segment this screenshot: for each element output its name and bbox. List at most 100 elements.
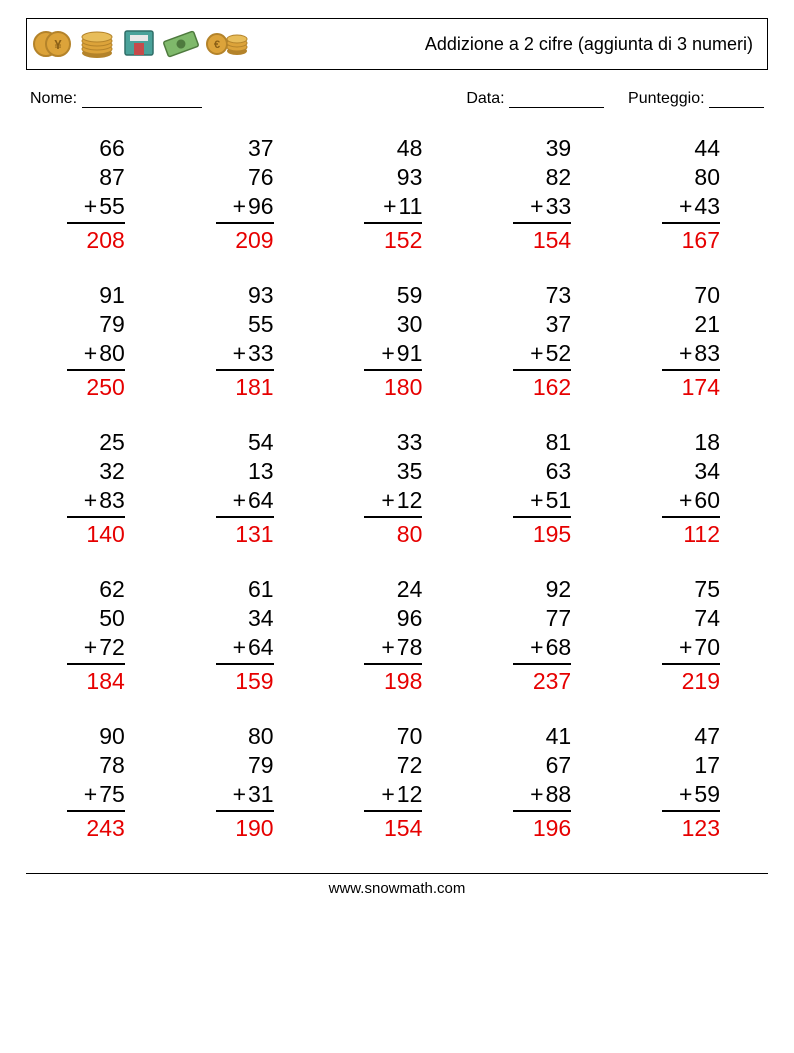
problem: 3982+33154 <box>476 134 615 255</box>
addend-1: 59 <box>397 281 423 310</box>
problem: 5930+91180 <box>328 281 467 402</box>
addend-1: 48 <box>397 134 423 163</box>
answer: 131 <box>235 520 273 549</box>
operator-line: +88 <box>530 780 571 809</box>
addend-2: 76 <box>248 163 274 192</box>
addend-3: 31 <box>248 780 274 809</box>
addend-1: 62 <box>99 575 125 604</box>
addend-3: 80 <box>99 339 125 368</box>
operator: + <box>530 486 543 515</box>
addend-3: 60 <box>694 486 720 515</box>
addend-3: 83 <box>694 339 720 368</box>
problem: 7574+70219 <box>625 575 764 696</box>
addend-1: 54 <box>248 428 274 457</box>
addend-2: 34 <box>694 457 720 486</box>
answer: 190 <box>235 814 273 843</box>
operator: + <box>530 780 543 809</box>
operator: + <box>381 633 394 662</box>
answer: 243 <box>86 814 124 843</box>
addend-2: 32 <box>99 457 125 486</box>
addend-1: 61 <box>248 575 274 604</box>
addend-1: 47 <box>694 722 720 751</box>
problem: 7072+12154 <box>328 722 467 843</box>
sum-rule <box>216 369 274 371</box>
sum-rule <box>67 222 125 224</box>
addend-3: 43 <box>694 192 720 221</box>
problem: 6687+55208 <box>30 134 169 255</box>
svg-text:¥: ¥ <box>54 37 62 52</box>
operator-line: +12 <box>381 780 422 809</box>
name-blank[interactable] <box>82 91 202 108</box>
header-box: ¥ <box>26 18 768 70</box>
problem: 3776+96209 <box>179 134 318 255</box>
addend-2: 77 <box>546 604 572 633</box>
addend-3: 64 <box>248 633 274 662</box>
sum-rule <box>364 222 422 224</box>
operator: + <box>679 486 692 515</box>
date-blank[interactable] <box>509 91 604 108</box>
addend-2: 79 <box>248 751 274 780</box>
answer: 123 <box>682 814 720 843</box>
addend-2: 13 <box>248 457 274 486</box>
operator: + <box>381 486 394 515</box>
answer: 196 <box>533 814 571 843</box>
problem: 1834+60112 <box>625 428 764 549</box>
addend-2: 78 <box>99 751 125 780</box>
addend-2: 37 <box>546 310 572 339</box>
sum-rule <box>513 369 571 371</box>
addend-3: 12 <box>397 780 423 809</box>
problem: 8163+51195 <box>476 428 615 549</box>
operator-line: +55 <box>84 192 125 221</box>
sum-rule <box>67 810 125 812</box>
addend-3: 72 <box>99 633 125 662</box>
problem: 4167+88196 <box>476 722 615 843</box>
operator-line: +11 <box>383 192 422 221</box>
problem: 8079+31 190 <box>179 722 318 843</box>
problems-grid: 6687+552083776+962094893+111523982+33154… <box>26 134 768 843</box>
operator-line: +60 <box>679 486 720 515</box>
name-field: Nome: <box>30 90 466 108</box>
addend-1: 66 <box>99 134 125 163</box>
addend-3: 64 <box>248 486 274 515</box>
answer: 154 <box>533 226 571 255</box>
sum-rule <box>67 663 125 665</box>
operator-line: +72 <box>84 633 125 662</box>
sum-rule <box>364 810 422 812</box>
answer: 181 <box>235 373 273 402</box>
addend-2: 87 <box>99 163 125 192</box>
addend-3: 12 <box>397 486 423 515</box>
footer-rule <box>26 873 768 874</box>
addend-1: 70 <box>397 722 423 751</box>
problem: 7337+52162 <box>476 281 615 402</box>
answer: 152 <box>384 226 422 255</box>
banknote-icon <box>161 27 201 61</box>
addend-1: 75 <box>694 575 720 604</box>
addend-3: 88 <box>546 780 572 809</box>
sum-rule <box>662 516 720 518</box>
coin-stack-icon <box>77 27 117 61</box>
problem: 5413+64 131 <box>179 428 318 549</box>
sum-rule <box>216 516 274 518</box>
answer: 219 <box>682 667 720 696</box>
addend-3: 83 <box>99 486 125 515</box>
addend-1: 25 <box>99 428 125 457</box>
operator-line: +43 <box>679 192 720 221</box>
answer: 162 <box>533 373 571 402</box>
addend-1: 33 <box>397 428 423 457</box>
problem: 4893+11152 <box>328 134 467 255</box>
operator-line: +31 <box>233 780 274 809</box>
atm-icon <box>121 27 157 61</box>
addend-2: 67 <box>546 751 572 780</box>
operator: + <box>233 486 246 515</box>
score-blank[interactable] <box>709 91 764 108</box>
operator: + <box>84 192 97 221</box>
addend-2: 55 <box>248 310 274 339</box>
operator: + <box>530 633 543 662</box>
addend-3: 33 <box>546 192 572 221</box>
coin-and-stack-icon: € <box>205 27 249 61</box>
svg-text:€: € <box>214 39 220 51</box>
addend-1: 80 <box>248 722 274 751</box>
problem: 9277+68237 <box>476 575 615 696</box>
operator-line: +59 <box>679 780 720 809</box>
operator: + <box>381 339 394 368</box>
